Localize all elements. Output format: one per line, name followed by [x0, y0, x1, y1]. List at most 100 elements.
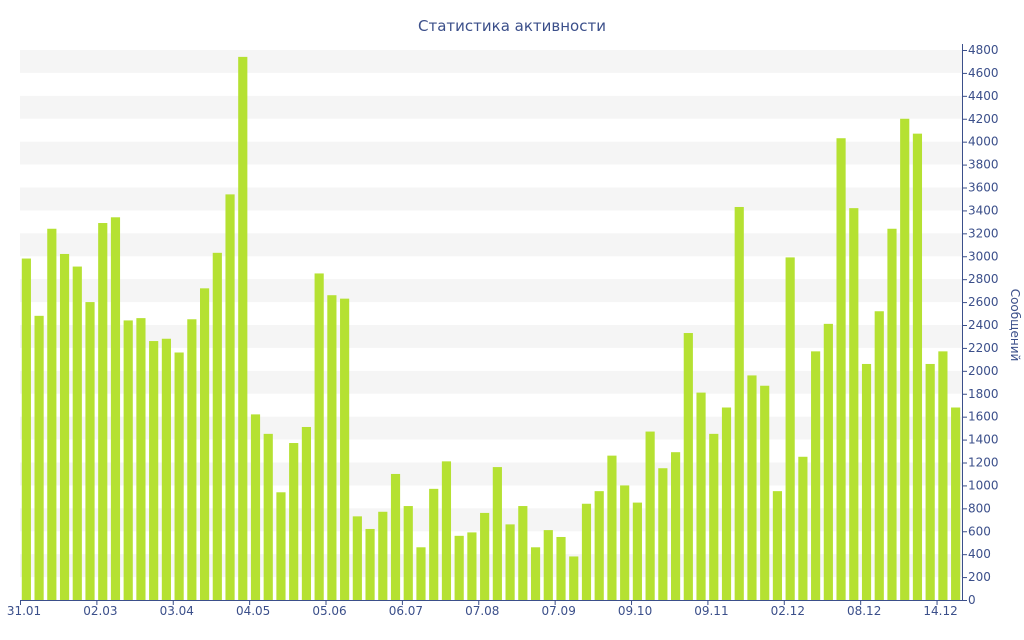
- y-tick-label: 2400: [968, 318, 999, 332]
- bar[interactable]: [416, 547, 426, 600]
- bar[interactable]: [696, 392, 706, 600]
- bar[interactable]: [161, 338, 171, 600]
- x-tick-label: 09.10: [618, 604, 652, 618]
- x-tick-label: 06.07: [389, 604, 423, 618]
- bar[interactable]: [441, 461, 452, 600]
- bar[interactable]: [390, 473, 401, 600]
- bar[interactable]: [785, 257, 795, 600]
- bar[interactable]: [658, 468, 668, 600]
- bar[interactable]: [861, 363, 872, 600]
- bar[interactable]: [543, 530, 553, 600]
- y-tick-label: 2800: [968, 272, 999, 286]
- bar[interactable]: [938, 351, 948, 600]
- bar[interactable]: [59, 253, 70, 600]
- bar[interactable]: [467, 532, 477, 600]
- x-tick-label: 07.09: [541, 604, 575, 618]
- bar[interactable]: [301, 426, 312, 600]
- bar[interactable]: [632, 502, 642, 600]
- bar[interactable]: [581, 503, 592, 600]
- bar[interactable]: [912, 133, 923, 600]
- y-tick-label: 2200: [968, 341, 999, 355]
- bar[interactable]: [250, 414, 261, 601]
- x-tick-label: 02.12: [771, 604, 805, 618]
- bar[interactable]: [263, 433, 273, 600]
- bar[interactable]: [760, 385, 770, 600]
- bar[interactable]: [225, 194, 235, 601]
- grid-bands: [20, 50, 962, 578]
- bar[interactable]: [683, 333, 693, 600]
- bar[interactable]: [21, 258, 31, 600]
- bar[interactable]: [772, 491, 783, 600]
- bar[interactable]: [480, 512, 490, 600]
- bar[interactable]: [174, 352, 184, 601]
- bar[interactable]: [900, 118, 910, 600]
- bar[interactable]: [874, 311, 884, 600]
- bar[interactable]: [429, 488, 439, 600]
- y-tick-label: 4000: [968, 135, 999, 149]
- bar[interactable]: [645, 431, 655, 600]
- bar[interactable]: [518, 506, 528, 600]
- bar[interactable]: [594, 491, 604, 600]
- bar[interactable]: [365, 528, 375, 600]
- bar[interactable]: [709, 433, 719, 600]
- x-tick-label: 04.05: [236, 604, 270, 618]
- bar[interactable]: [289, 443, 299, 600]
- bar[interactable]: [85, 302, 95, 600]
- bar[interactable]: [747, 375, 757, 600]
- bar[interactable]: [721, 407, 732, 601]
- bar[interactable]: [887, 228, 897, 600]
- bar[interactable]: [200, 288, 210, 600]
- bar[interactable]: [607, 455, 617, 601]
- bar[interactable]: [530, 547, 541, 600]
- bar[interactable]: [811, 351, 821, 600]
- bar[interactable]: [314, 273, 324, 600]
- x-tick-label: 09.11: [694, 604, 728, 618]
- bar[interactable]: [849, 208, 859, 601]
- bar[interactable]: [34, 315, 44, 600]
- bar[interactable]: [123, 320, 133, 600]
- bar[interactable]: [951, 407, 961, 601]
- y-tick-label: 3600: [968, 181, 999, 195]
- bar[interactable]: [454, 535, 464, 600]
- bar[interactable]: [47, 228, 57, 600]
- y-tick-label: 600: [968, 524, 991, 538]
- grid-band: [20, 279, 962, 303]
- grid-band: [20, 462, 962, 486]
- y-tick-label: 4200: [968, 112, 999, 126]
- bar[interactable]: [212, 252, 222, 600]
- bar[interactable]: [671, 452, 681, 600]
- bar[interactable]: [352, 516, 362, 600]
- x-tick-label: 07.08: [465, 604, 499, 618]
- y-tick-label: 0: [968, 593, 976, 607]
- bar[interactable]: [823, 323, 833, 600]
- y-tick-label: 1000: [968, 478, 999, 492]
- y-tick-label: 4800: [968, 43, 999, 57]
- bar[interactable]: [340, 298, 350, 600]
- bar[interactable]: [149, 341, 159, 600]
- bar[interactable]: [734, 206, 744, 601]
- y-tick-label: 400: [968, 547, 991, 561]
- y-tick-label: 1800: [968, 387, 999, 401]
- bar[interactable]: [238, 56, 248, 601]
- bar[interactable]: [378, 511, 388, 600]
- bar[interactable]: [492, 467, 502, 600]
- y-tick-label: 4600: [968, 66, 999, 80]
- bar[interactable]: [187, 319, 197, 600]
- grid-band: [20, 554, 962, 578]
- bar[interactable]: [620, 485, 630, 600]
- bar[interactable]: [569, 556, 579, 600]
- bar[interactable]: [836, 138, 846, 601]
- bar[interactable]: [276, 492, 286, 600]
- bar[interactable]: [72, 266, 82, 600]
- bar[interactable]: [798, 456, 808, 600]
- bar[interactable]: [403, 506, 413, 600]
- bar[interactable]: [925, 363, 935, 600]
- bar[interactable]: [98, 223, 108, 600]
- y-tick-label: 3000: [968, 249, 999, 263]
- bar[interactable]: [556, 536, 566, 600]
- bar[interactable]: [327, 295, 337, 600]
- bar[interactable]: [110, 217, 121, 601]
- bar[interactable]: [136, 318, 146, 601]
- bar[interactable]: [505, 524, 515, 601]
